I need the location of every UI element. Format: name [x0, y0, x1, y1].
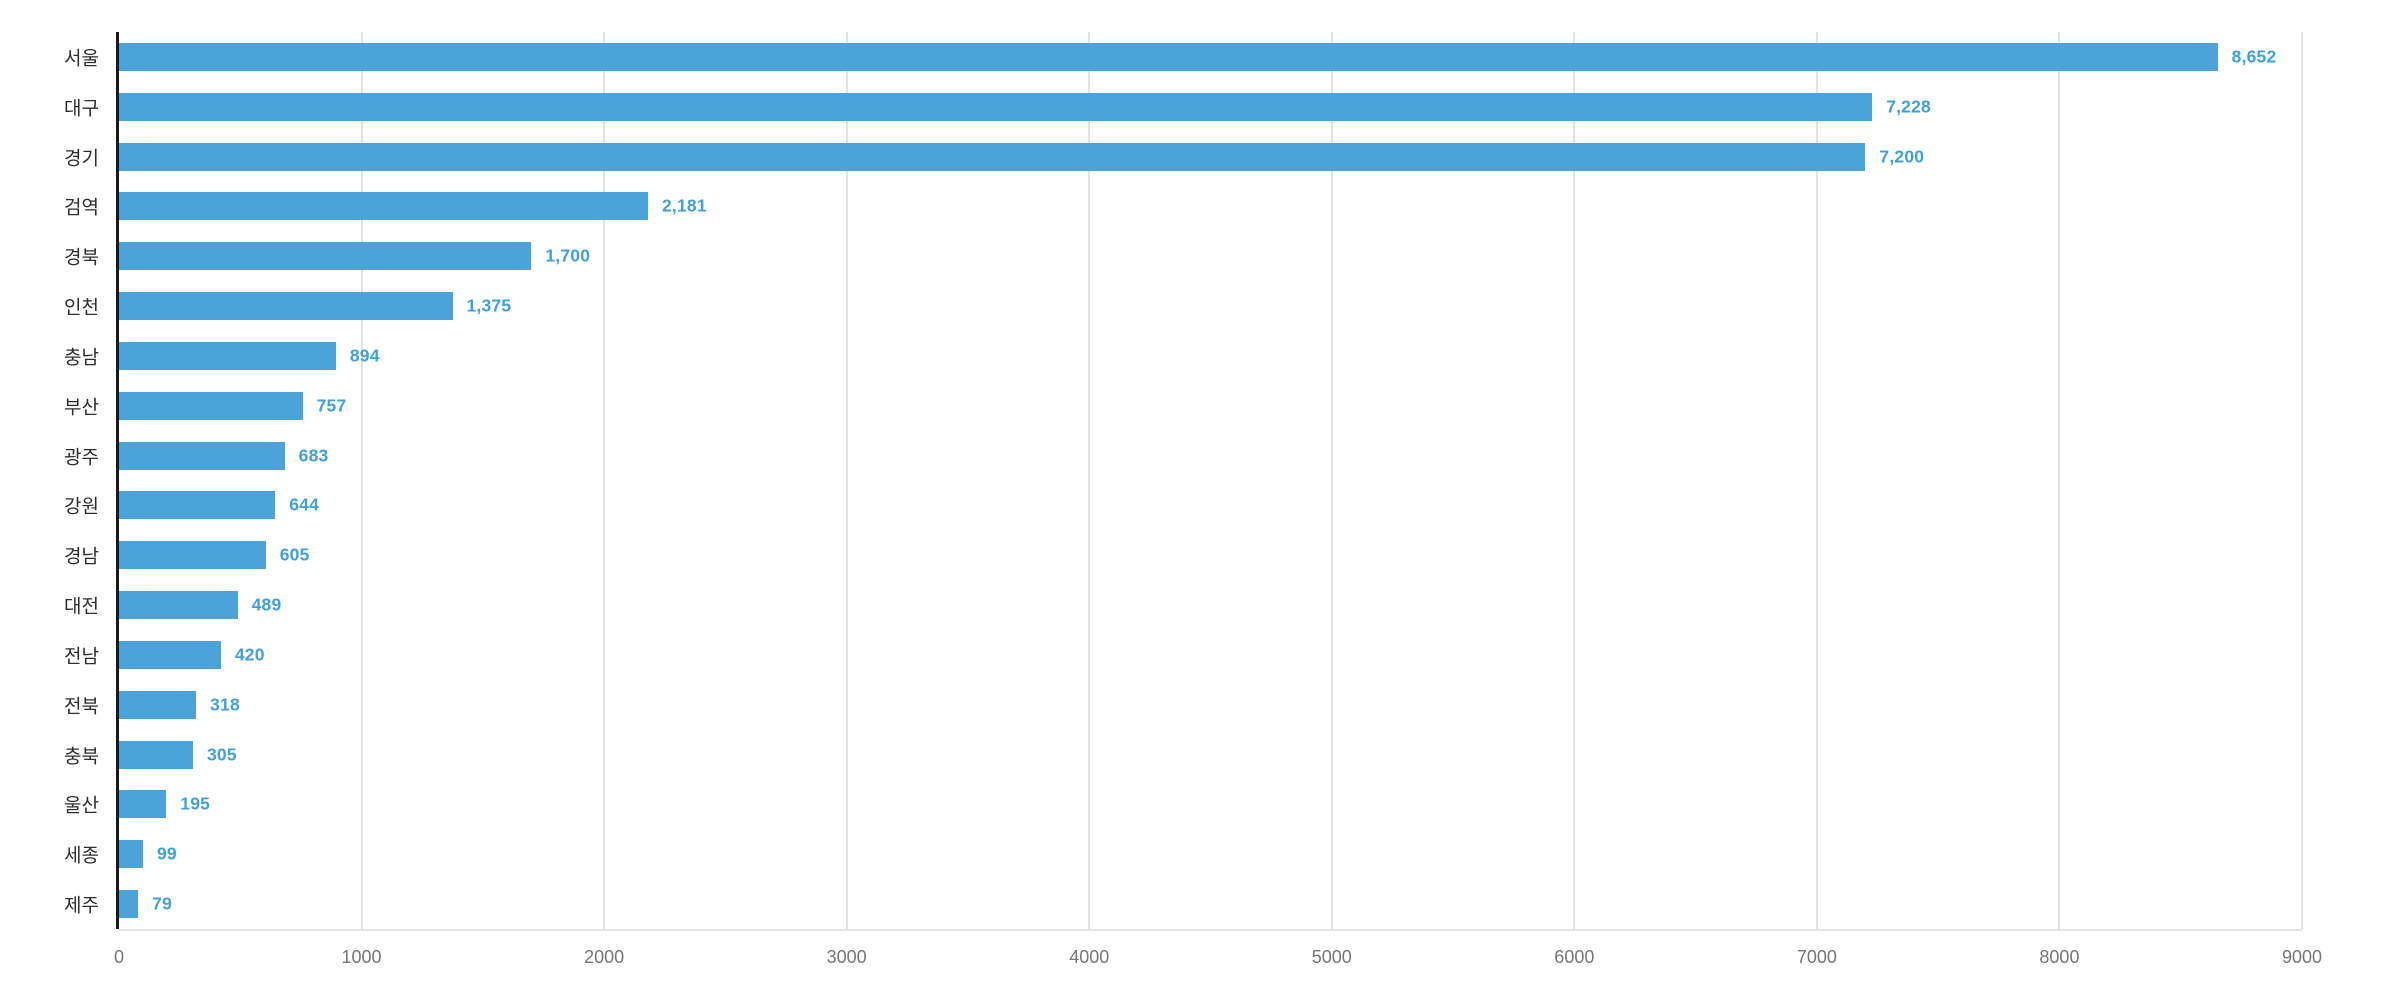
category-label: 울산 — [64, 795, 99, 817]
bar-row: 경기 7,200 — [64, 132, 2302, 182]
gridline — [2058, 32, 2061, 929]
gridline — [1330, 32, 1333, 929]
value-label: 195 — [180, 793, 211, 814]
value-label: 683 — [298, 445, 329, 466]
bar-row: 충남 894 — [64, 331, 2302, 381]
bar-row: 검역 2,181 — [64, 181, 2302, 231]
category-label: 강원 — [64, 496, 99, 518]
category-label: 검역 — [64, 197, 99, 219]
bar-row: 경남 605 — [64, 530, 2302, 580]
bar[interactable] — [119, 840, 143, 869]
category-label: 충북 — [64, 746, 99, 768]
value-label: 8,652 — [2231, 46, 2277, 67]
bar[interactable] — [119, 391, 303, 420]
value-label: 79 — [152, 893, 173, 914]
bar[interactable] — [119, 790, 167, 819]
bar[interactable] — [119, 690, 197, 719]
y-axis-line — [116, 32, 119, 929]
x-tick-label: 9000 — [2281, 947, 2323, 967]
value-label: 305 — [206, 744, 237, 765]
bar[interactable] — [119, 591, 238, 620]
category-label: 인천 — [64, 297, 99, 319]
gridline — [1815, 32, 1818, 929]
value-label: 757 — [316, 395, 347, 416]
value-label: 894 — [349, 345, 380, 366]
bar[interactable] — [119, 491, 276, 520]
value-label: 420 — [234, 644, 265, 665]
bar[interactable] — [119, 292, 453, 321]
bar[interactable] — [119, 541, 266, 570]
value-label: 7,228 — [1886, 96, 1931, 117]
category-label: 제주 — [64, 895, 99, 917]
value-label: 489 — [251, 594, 282, 615]
bar[interactable] — [119, 890, 139, 919]
bar-row: 부산 757 — [64, 381, 2302, 431]
value-label: 2,181 — [662, 195, 707, 216]
bar-row: 울산 195 — [64, 780, 2302, 830]
x-tick-label: 6000 — [1554, 947, 1595, 967]
bar[interactable] — [119, 640, 221, 669]
x-tick-label: 3000 — [826, 947, 867, 967]
x-tick-label: 2000 — [584, 947, 625, 967]
gridline — [1573, 32, 1576, 929]
category-label: 충남 — [64, 347, 99, 369]
bar-row: 세종 99 — [64, 829, 2302, 879]
x-tick-label: 1000 — [341, 947, 382, 967]
value-label: 605 — [279, 544, 310, 565]
plot-area: 서울 8,652 대구 7,228 경기 7,200 검역 2,181 경북 1,700 인천 1,3… — [64, 32, 2303, 929]
value-label: 1,700 — [545, 245, 591, 266]
value-label: 7,200 — [1879, 146, 1925, 167]
category-label: 대전 — [64, 596, 99, 618]
bar[interactable] — [119, 92, 1873, 121]
bar[interactable] — [119, 441, 285, 470]
bar[interactable] — [119, 192, 648, 221]
category-label: 부산 — [64, 397, 99, 419]
bar[interactable] — [119, 142, 1866, 171]
category-label: 경북 — [64, 247, 99, 269]
value-label: 99 — [157, 843, 177, 864]
category-label: 전북 — [64, 696, 99, 718]
gridline — [845, 32, 848, 929]
bar[interactable] — [119, 341, 336, 370]
category-label: 전남 — [64, 646, 99, 668]
x-tick-label: 8000 — [2039, 947, 2080, 967]
bar[interactable] — [119, 42, 2218, 71]
gridline — [2301, 32, 2303, 929]
value-label: 318 — [210, 694, 240, 715]
gridline — [603, 32, 606, 929]
x-tick-label: 4000 — [1069, 947, 1110, 967]
category-label: 경남 — [64, 546, 99, 568]
x-tick-label: 0 — [113, 947, 125, 967]
category-label: 경기 — [64, 148, 99, 170]
gridline — [1088, 32, 1091, 929]
bar-row: 경북 1,700 — [64, 231, 2302, 281]
bar-row: 대구 7,228 — [64, 82, 2302, 132]
bar-row: 강원 644 — [64, 481, 2302, 531]
bar-row: 서울 8,652 — [64, 32, 2302, 82]
category-label: 서울 — [64, 48, 99, 70]
bar-row: 제주 79 — [64, 879, 2302, 929]
bar-row: 인천 1,375 — [64, 281, 2302, 331]
category-label: 광주 — [64, 447, 99, 469]
bar-row: 광주 683 — [64, 431, 2302, 481]
category-label: 대구 — [64, 98, 99, 120]
x-axis-line — [119, 929, 2302, 931]
category-label: 세종 — [64, 845, 99, 867]
bar[interactable] — [119, 740, 193, 769]
bar-row: 전북 318 — [64, 680, 2302, 730]
value-label: 644 — [289, 494, 320, 515]
bar[interactable] — [119, 242, 532, 271]
bar-row: 대전 489 — [64, 580, 2302, 630]
bar-row: 전남 420 — [64, 630, 2302, 680]
gridline — [360, 32, 363, 929]
x-tick-label: 7000 — [1796, 947, 1837, 967]
value-label: 1,375 — [466, 295, 512, 316]
x-tick-label: 5000 — [1311, 947, 1352, 967]
bar-row: 충북 305 — [64, 730, 2302, 780]
